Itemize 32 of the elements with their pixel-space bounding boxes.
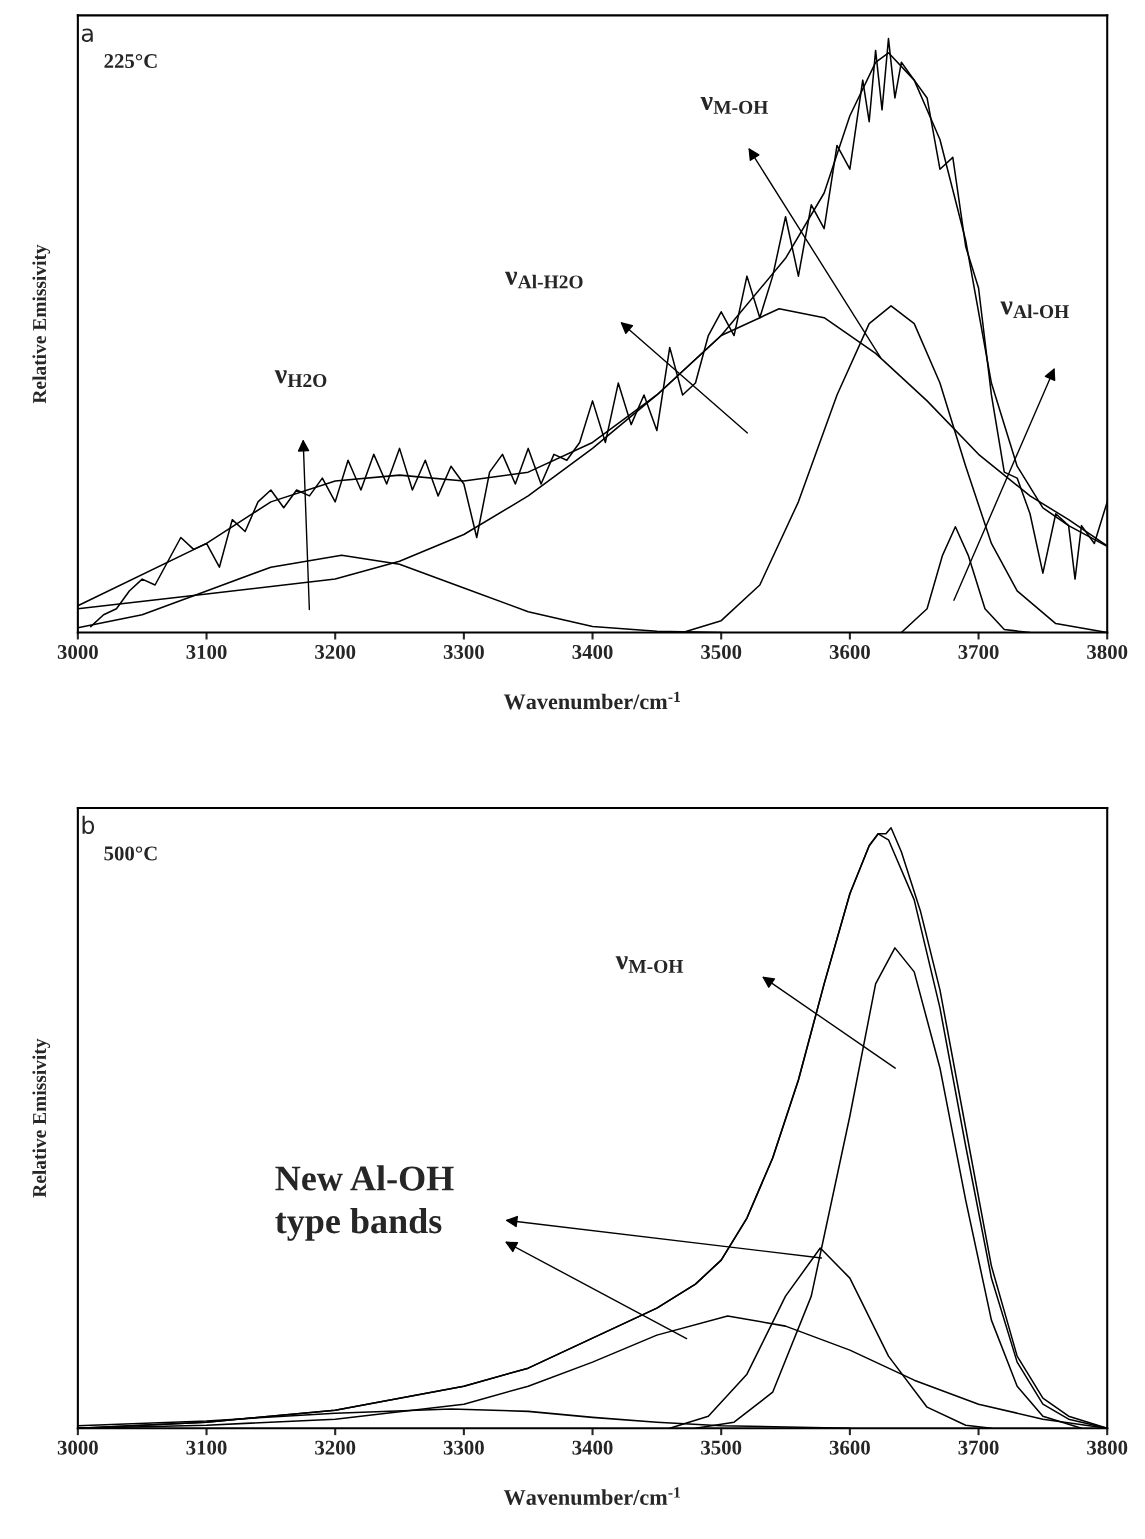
y-axis-title: Relative Emissivity [32, 1038, 51, 1198]
x-axis-title: Wavenumber/cm$^{-1}$ [503, 1487, 681, 1506]
annotation: a [81, 28, 93, 42]
x-tick-label: 3500 [701, 1440, 742, 1455]
x-axis-title: Wavenumber/cm$^{-1}$ [503, 691, 681, 710]
annotation: ν$_{M-OH}$ [615, 956, 684, 973]
annotation: ν$_{Al-H2O}$ [505, 271, 583, 289]
x-tick-label: 3500 [701, 644, 742, 659]
x-tick-label: 3300 [443, 1440, 484, 1455]
x-tick-label: 3100 [186, 644, 227, 659]
annotation: New Al-OH type bands [275, 1165, 454, 1241]
y-axis-title: Relative Emissivity [32, 244, 51, 404]
x-tick-label: 3400 [572, 644, 613, 659]
x-tick-label: 3000 [57, 644, 98, 659]
annotation: ν$_{H2O}$ [274, 370, 327, 388]
x-tick-label: 3600 [829, 644, 870, 659]
x-tick-label: 3700 [958, 1440, 999, 1455]
x-tick-label: 3000 [57, 1440, 98, 1455]
x-tick-label: 3700 [958, 644, 999, 659]
x-tick-label: 3800 [1087, 1440, 1128, 1455]
x-tick-label: 3400 [572, 1440, 613, 1455]
x-tick-label: 3200 [315, 644, 356, 659]
x-tick-label: 3100 [186, 1440, 227, 1455]
annotation: b [82, 815, 95, 835]
x-tick-label: 3200 [315, 1440, 356, 1455]
x-tick-label: 3300 [443, 644, 484, 659]
x-tick-label: 3600 [829, 1440, 870, 1455]
annotation: 500°C [104, 846, 157, 861]
annotation: ν$_{M-OH}$ [700, 97, 769, 114]
annotation: 225°C [104, 54, 157, 69]
x-tick-label: 3800 [1087, 644, 1128, 659]
annotation: ν$_{Al-OH}$ [1000, 301, 1069, 319]
